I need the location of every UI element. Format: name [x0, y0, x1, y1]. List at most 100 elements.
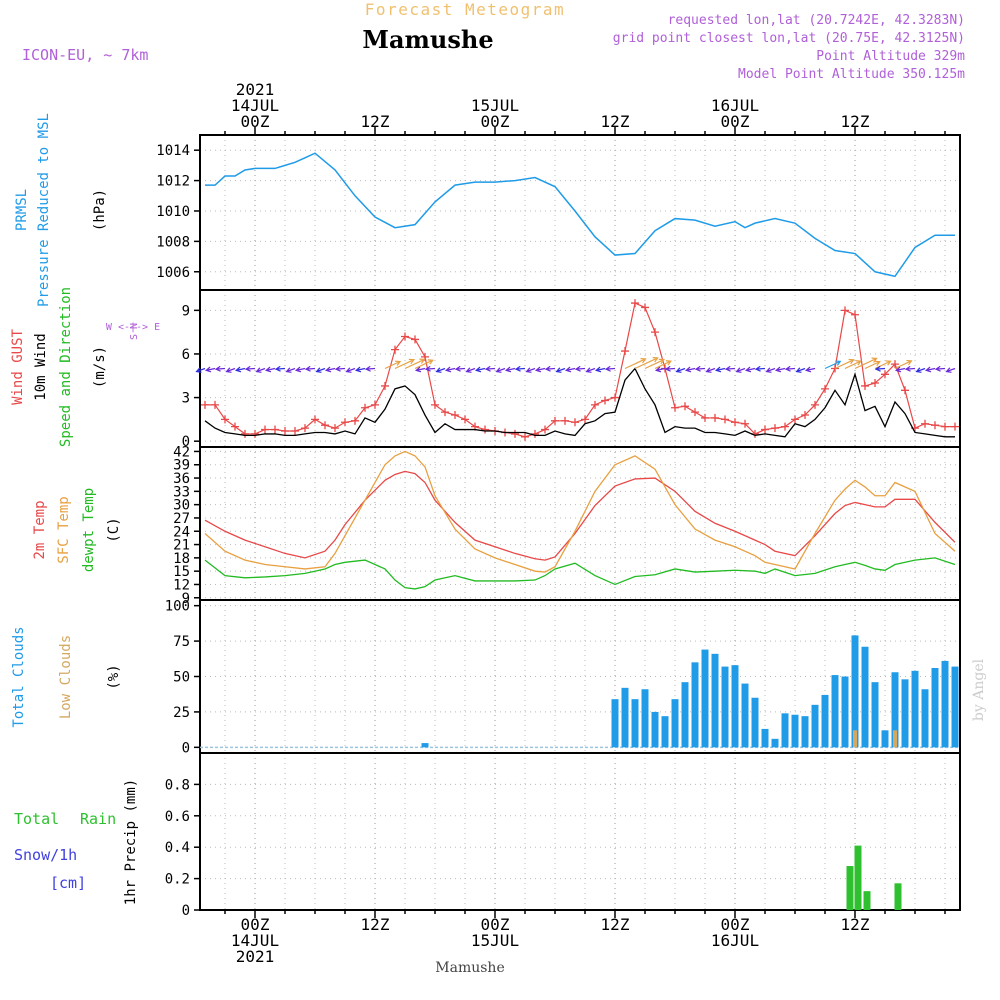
- total-cloud-bar: [901, 679, 909, 748]
- time-label-bottom: 00Z: [241, 915, 270, 934]
- gust-marker: [381, 381, 389, 390]
- model-label: ICON-EU, ~ 7km: [22, 46, 148, 64]
- y-tick-label: 9: [182, 303, 190, 319]
- compass-s: S: [129, 334, 140, 340]
- wind-direction-arrow: [644, 358, 665, 370]
- y-tick-label: 75: [173, 634, 190, 650]
- total-cloud-bar: [861, 646, 869, 748]
- total-cloud-bar: [781, 713, 789, 748]
- wind-direction-arrow: [234, 366, 246, 373]
- total-cloud-bar: [811, 704, 819, 748]
- gust-marker: [391, 345, 399, 354]
- precip-labels: Total Rain Snow/1h [cm] 1hr Precip (mm): [14, 779, 139, 905]
- wind-direction-arrow: [894, 359, 913, 370]
- wind-direction-arrow: [724, 365, 736, 372]
- wind-direction-arrow: [664, 365, 676, 372]
- wind-direction-arrow: [435, 367, 446, 373]
- y-tick-label: 1012: [156, 174, 190, 190]
- wind-direction-arrow: [244, 365, 256, 372]
- y-tick-label: 21: [173, 538, 190, 554]
- total-cloud-bar: [761, 728, 769, 748]
- low-clouds-label: Low Clouds: [58, 635, 74, 719]
- wind-direction-arrow: [594, 366, 606, 373]
- gust-marker: [311, 415, 319, 424]
- gust-marker: [221, 415, 229, 424]
- compass-n: N: [129, 323, 140, 329]
- gust-marker: [601, 396, 609, 405]
- point-altitude: Point Altitude 329m: [816, 49, 965, 64]
- y-tick-label: 18: [173, 551, 190, 567]
- wind-direction-arrow: [534, 366, 546, 373]
- total-cloud-bar: [871, 682, 879, 748]
- time-label-bottom: 00Z: [481, 915, 510, 934]
- total-cloud-bar: [681, 682, 689, 748]
- gust-marker: [251, 429, 259, 438]
- total-cloud-bar: [731, 665, 739, 748]
- cloud-labels: Total Clouds Low Clouds (%): [11, 626, 122, 727]
- wind-direction-arrow: [465, 367, 476, 373]
- rain-bar: [854, 845, 862, 910]
- wind-direction-arrow: [744, 366, 756, 373]
- time-label-bottom: 2021: [236, 947, 275, 966]
- gust-marker: [731, 418, 739, 427]
- gust-marker: [511, 429, 519, 438]
- gust-marker: [931, 421, 939, 430]
- gust-marker: [451, 411, 459, 420]
- y-tick-label: 39: [173, 458, 190, 474]
- wind-direction-arrow: [304, 365, 316, 372]
- wind-10m-label: 10m Wind: [33, 333, 49, 400]
- pressure-label-1: PRMSL: [14, 189, 30, 231]
- low-cloud-bar: [893, 730, 897, 748]
- total-cloud-bar: [661, 716, 669, 748]
- gust-marker: [261, 425, 269, 434]
- wind-direction-arrow: [255, 367, 266, 373]
- gust-marker: [401, 332, 409, 341]
- wind-labels: Wind GUST 10m Wind Speed and Direction (…: [10, 287, 160, 447]
- wind-direction-arrow: [705, 367, 716, 373]
- wind-direction-arrow: [795, 367, 806, 373]
- time-label-bottom: 00Z: [721, 915, 750, 934]
- panel-precip: 0 0.2 0.4 0.6 0.8: [165, 752, 961, 919]
- rain-legend-total: Total: [14, 810, 59, 828]
- wind-direction-arrow: [364, 365, 376, 372]
- wind-direction-arrow: [484, 365, 496, 372]
- wind-direction-arrow: [874, 360, 892, 370]
- total-cloud-bar: [771, 738, 779, 748]
- wind-direction-arrow: [735, 367, 746, 373]
- panel-pressure: 1006 1008 1010 1012 1014: [156, 134, 961, 291]
- gust-marker: [331, 424, 339, 433]
- panel-clouds: 0 25 50 75 100: [165, 599, 961, 756]
- time-label-bottom: 14JUL: [231, 931, 279, 950]
- wind-direction-arrow: [564, 366, 576, 373]
- time-label-top: 12Z: [361, 112, 390, 131]
- total-cloud-bar: [691, 662, 699, 748]
- pressure-label-2: Pressure Reduced to MSL: [36, 113, 52, 307]
- wind-direction-arrow: [624, 358, 647, 370]
- gust-marker: [211, 400, 219, 409]
- precip-unit: 1hr Precip (mm): [123, 779, 139, 905]
- wind-direction-arrow: [274, 365, 286, 372]
- gust-marker: [351, 416, 359, 425]
- wind-direction-arrow: [195, 367, 206, 373]
- wind-direction-arrow: [345, 367, 356, 373]
- wind-speed-line: [204, 367, 955, 438]
- gust-marker: [891, 360, 899, 369]
- time-label-bottom: 15JUL: [471, 931, 519, 950]
- time-label-bottom: 16JUL: [711, 931, 759, 950]
- gust-marker: [721, 415, 729, 424]
- wind-direction-arrow: [834, 358, 855, 370]
- wind-direction-arrow: [804, 366, 816, 373]
- gust-marker: [711, 413, 719, 422]
- gust-marker: [441, 408, 449, 417]
- time-label-top: 12Z: [841, 112, 870, 131]
- gust-marker: [271, 425, 279, 434]
- gust-marker: [951, 422, 959, 431]
- gust-marker: [701, 413, 709, 422]
- total-cloud-bar: [851, 635, 859, 748]
- pressure-unit: (hPa): [92, 189, 108, 231]
- wind-direction-arrow: [214, 365, 226, 372]
- temp-2m-line: [204, 470, 956, 561]
- rain-legend-rain: Rain: [80, 810, 116, 828]
- gust-marker: [811, 400, 819, 409]
- wind-direction-arrow: [604, 365, 616, 372]
